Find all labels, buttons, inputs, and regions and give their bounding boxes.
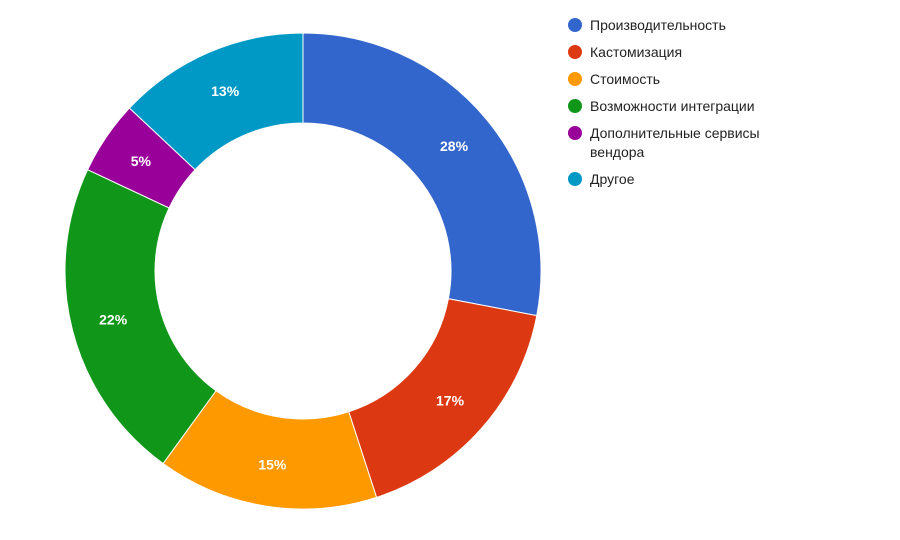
- legend-swatch: [568, 172, 582, 186]
- legend-item-customization[interactable]: Кастомизация: [568, 43, 888, 62]
- legend: Производительность Кастомизация Стоимост…: [568, 16, 888, 197]
- slice-performance[interactable]: [302, 32, 542, 317]
- slice-label-other: 13%: [211, 83, 240, 99]
- legend-item-other[interactable]: Другое: [568, 170, 888, 189]
- slice-integration[interactable]: [64, 168, 217, 465]
- slice-other[interactable]: [128, 32, 304, 171]
- legend-swatch: [568, 99, 582, 113]
- legend-swatch: [568, 72, 582, 86]
- legend-label: Стоимость: [590, 71, 661, 87]
- donut-chart: 28% 17% 15% 22% 5% 13%: [64, 32, 542, 510]
- legend-label: Кастомизация: [590, 44, 683, 60]
- slice-label-integration: 22%: [99, 312, 128, 328]
- slice-label-vendor-services: 5%: [131, 153, 152, 169]
- legend-label: Другое: [590, 171, 635, 187]
- legend-swatch: [568, 126, 582, 140]
- legend-label: Производительность: [590, 17, 726, 33]
- legend-swatch: [568, 45, 582, 59]
- slice-label-performance: 28%: [440, 138, 469, 154]
- legend-item-integration[interactable]: Возможности интеграции: [568, 97, 888, 116]
- legend-swatch: [568, 18, 582, 32]
- legend-label: Дополнительные сервисы вендора: [590, 125, 760, 160]
- slice-label-customization: 17%: [436, 393, 465, 409]
- legend-item-vendor-services[interactable]: Дополнительные сервисы вендора: [568, 124, 888, 162]
- legend-item-cost[interactable]: Стоимость: [568, 70, 888, 89]
- slice-label-cost: 15%: [258, 457, 287, 473]
- legend-label: Возможности интеграции: [590, 98, 755, 114]
- legend-item-performance[interactable]: Производительность: [568, 16, 888, 35]
